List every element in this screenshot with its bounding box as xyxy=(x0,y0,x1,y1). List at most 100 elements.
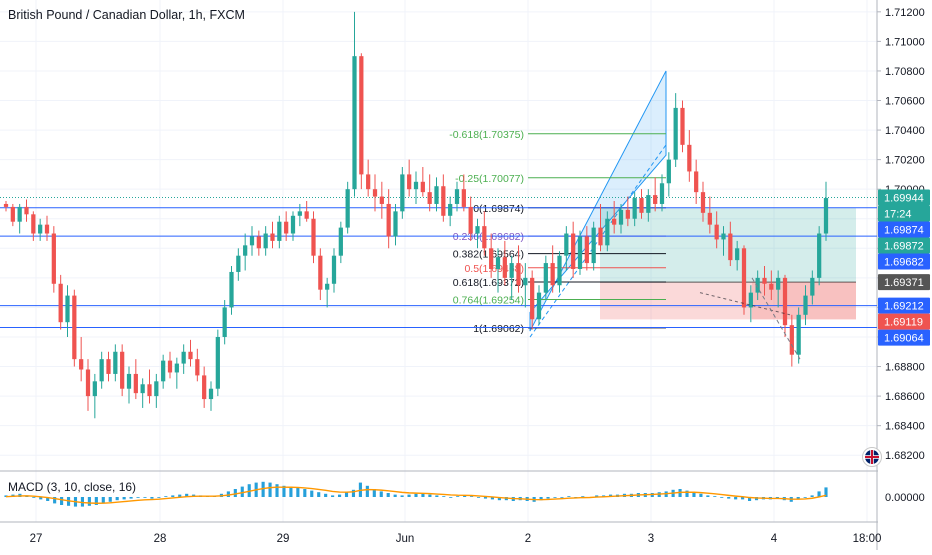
candle-body xyxy=(359,56,364,175)
candle-body xyxy=(591,227,596,264)
macd-histogram-bar xyxy=(560,497,564,498)
candle-body xyxy=(167,360,173,373)
candle-body xyxy=(748,292,753,308)
macd-histogram-bar xyxy=(337,494,342,497)
time-tick-label: 27 xyxy=(30,533,43,545)
candle-body xyxy=(215,336,220,389)
candle-body xyxy=(646,195,651,213)
candle-body xyxy=(366,174,371,190)
candle-body xyxy=(427,192,432,204)
candle-body xyxy=(195,359,200,376)
candle-body xyxy=(393,211,398,237)
candle-body xyxy=(530,277,535,320)
macd-histogram-bar xyxy=(331,495,335,497)
macd-histogram-bar xyxy=(136,497,140,498)
candle-body xyxy=(618,209,624,225)
candle-body xyxy=(605,218,610,246)
candle-body xyxy=(379,196,384,204)
candle-body xyxy=(803,295,808,315)
fib-level-label: 1(1.69062) xyxy=(473,323,524,335)
price-badge-label: 1.69944 xyxy=(884,192,924,204)
macd-histogram-bar xyxy=(483,497,488,499)
macd-histogram-bar xyxy=(344,492,349,497)
candle-body xyxy=(509,263,514,278)
candle-body xyxy=(564,233,569,256)
macd-histogram-bar xyxy=(32,497,36,498)
macd-histogram-bar xyxy=(421,493,425,497)
channel-midline xyxy=(529,144,667,338)
candle-body xyxy=(270,233,275,241)
fib-level-label: 0.382(1.69564) xyxy=(453,249,524,261)
candle-body xyxy=(17,206,22,222)
price-tick-label: 1.68800 xyxy=(885,362,925,374)
macd-histogram-bar xyxy=(157,497,161,498)
candle-body xyxy=(338,227,343,256)
candle-body xyxy=(782,277,788,326)
price-tick-label: 1.70800 xyxy=(885,66,925,78)
candle-body xyxy=(612,218,617,225)
candle-body xyxy=(659,183,665,204)
candle-body xyxy=(10,206,15,222)
macd-histogram-bar xyxy=(817,491,821,497)
candle-body xyxy=(817,233,822,278)
time-tick-label: Jun xyxy=(396,533,415,545)
macd-histogram-bar xyxy=(268,482,272,497)
candle-body xyxy=(304,211,309,219)
macd-indicator-label[interactable]: MACD (3, 10, close, 16) xyxy=(8,480,137,494)
macd-histogram-bar xyxy=(706,495,710,497)
candle-body xyxy=(297,211,302,216)
candle-body xyxy=(249,236,255,246)
candle-body xyxy=(154,381,159,397)
price-badge xyxy=(878,297,930,314)
macd-histogram-bar xyxy=(261,481,265,497)
candle-body xyxy=(448,203,453,216)
macd-histogram-bar xyxy=(497,497,501,501)
macd-histogram-bar xyxy=(734,497,738,500)
macd-histogram-bar xyxy=(699,493,703,497)
candle-body xyxy=(147,384,152,397)
macd-histogram-bar xyxy=(727,497,731,499)
candle-body xyxy=(475,226,480,234)
macd-histogram-bar xyxy=(164,496,168,497)
candle-body xyxy=(140,384,145,394)
candle-body xyxy=(495,257,501,269)
trend-line xyxy=(751,277,801,360)
macd-histogram-bar xyxy=(400,495,404,497)
macd-histogram-bar xyxy=(476,497,481,498)
candle-body xyxy=(188,351,193,360)
macd-histogram-bar xyxy=(60,497,64,505)
price-badge-label: 17:24 xyxy=(884,208,912,220)
candle-body xyxy=(208,388,214,400)
candle-body xyxy=(113,351,118,374)
candle-body xyxy=(413,181,419,190)
candle-body xyxy=(728,233,733,261)
candle-body xyxy=(92,381,97,397)
macd-histogram-bar xyxy=(296,487,300,497)
candle-body xyxy=(65,295,70,323)
price-badge xyxy=(878,274,930,291)
candle-body xyxy=(174,363,179,373)
candle-body xyxy=(550,263,555,286)
macd-histogram-bar xyxy=(324,493,328,497)
candle-body xyxy=(229,271,234,308)
candle-body xyxy=(721,233,726,240)
candle-body xyxy=(680,107,685,145)
candle-body xyxy=(236,255,241,272)
macd-histogram-bar xyxy=(171,495,175,497)
macd-histogram-bar xyxy=(539,497,543,501)
macd-histogram-bar xyxy=(226,491,230,497)
macd-histogram-bar xyxy=(747,497,752,501)
candle-body xyxy=(161,360,166,382)
macd-histogram-bar xyxy=(546,497,550,499)
candle-body xyxy=(584,236,589,264)
macd-histogram-bar xyxy=(39,497,43,500)
candle-body xyxy=(516,263,521,286)
macd-histogram-bar xyxy=(122,497,126,500)
macd-histogram-bar xyxy=(386,493,390,497)
uk-flag-icon[interactable] xyxy=(862,447,882,467)
candle-body xyxy=(598,227,603,246)
macd-histogram-bar xyxy=(108,497,112,502)
macd-pane xyxy=(4,481,828,507)
